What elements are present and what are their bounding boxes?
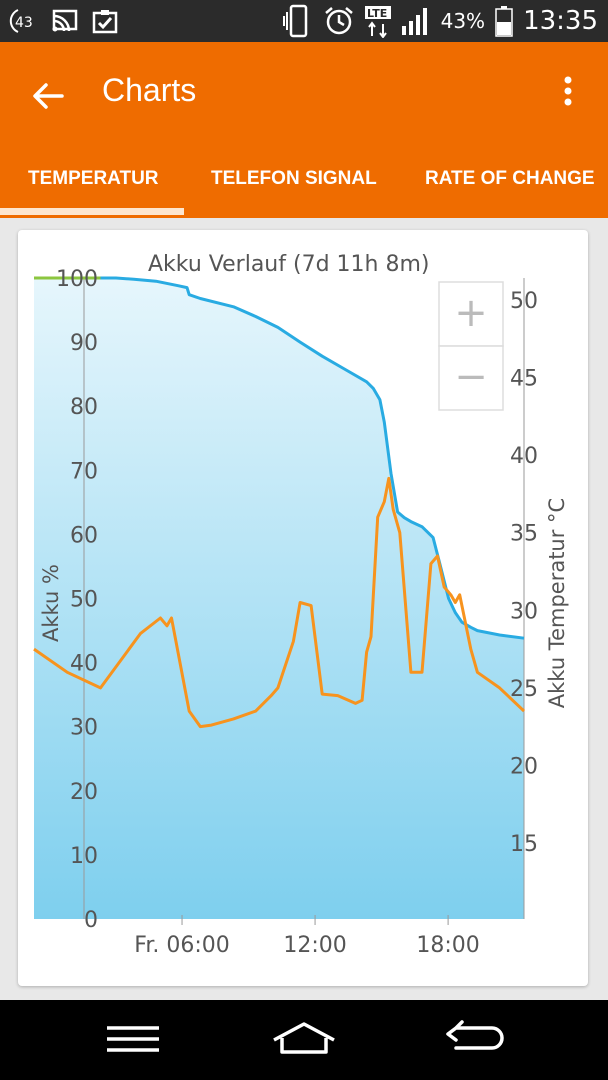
y2-tick-label: 50	[510, 289, 538, 314]
y-tick-label: 90	[70, 331, 98, 356]
more-vert-icon	[564, 76, 572, 106]
navigation-bar	[0, 1000, 608, 1080]
y-tick-label: 60	[70, 523, 98, 548]
tab-indicator	[0, 208, 184, 215]
back-nav-button[interactable]	[442, 1018, 508, 1062]
y-tick-label: 100	[56, 267, 98, 292]
cast-icon	[52, 8, 78, 34]
temperature-line	[33, 476, 526, 729]
y-tick-label: 80	[70, 395, 98, 420]
y-tick-label: 0	[84, 908, 98, 933]
y2-tick-label: 30	[510, 599, 538, 624]
notification-count-icon: 43	[8, 6, 38, 36]
home-button[interactable]	[270, 1018, 338, 1062]
notification-count: 43	[15, 15, 33, 31]
y-tick-label: 30	[70, 716, 98, 741]
x-tick-label: Fr. 06:00	[134, 933, 229, 958]
back-arrow-icon	[446, 1020, 504, 1050]
clock: 13:35	[523, 6, 598, 36]
lte-icon: LTE	[364, 4, 391, 38]
y2-tick-label: 45	[510, 367, 538, 392]
menu-button[interactable]	[104, 1018, 162, 1062]
y-tick-label: 10	[70, 844, 98, 869]
chart-card: 0 10 20 30 40 50 60 70 80 90 100 15 20 25 30 35 40 45 50 Fr…	[18, 230, 588, 986]
x-tick-label: 18:00	[416, 933, 479, 958]
zoom-out-label: −	[454, 354, 488, 400]
tab-bar: TEMPERATUR TELEFON SIGNAL RATE OF CHANGE	[0, 154, 608, 218]
battery-level-line	[34, 276, 525, 640]
clipboard-check-icon	[92, 8, 118, 34]
back-button[interactable]	[28, 76, 68, 116]
y2-tick-label: 40	[510, 444, 538, 469]
zoom-in-button[interactable]: +	[438, 281, 504, 347]
x-tick-label: 12:00	[283, 933, 346, 958]
zoom-controls: + −	[438, 281, 504, 411]
y2-axis-label: Akku Temperatur °C	[545, 498, 569, 708]
signal-icon	[401, 6, 431, 36]
battery-icon	[495, 5, 513, 37]
battery-percent: 43%	[440, 9, 486, 33]
y2-tick-label: 20	[510, 754, 538, 779]
chart-title: Akku Verlauf (7d 11h 8m)	[148, 252, 429, 277]
zoom-in-label: +	[454, 290, 488, 336]
status-bar: 43	[0, 0, 608, 42]
home-icon	[273, 1022, 335, 1054]
alarm-icon	[323, 5, 355, 37]
page-title: Charts	[102, 72, 197, 108]
y2-tick-label: 35	[510, 522, 538, 547]
battery-chart[interactable]: 0 10 20 30 40 50 60 70 80 90 100 15 20 25 30 35 40 45 50 Fr…	[18, 230, 588, 986]
network-type: LTE	[367, 7, 387, 20]
y-tick-label: 70	[70, 459, 98, 484]
hamburger-menu-icon	[107, 1026, 159, 1052]
app-bar: Charts TEMPERATUR TELEFON SIGNAL RATE OF…	[0, 42, 608, 218]
tab-temperatur[interactable]: TEMPERATUR	[28, 168, 159, 189]
y-axis-label: Akku %	[39, 564, 63, 642]
battery-area-fill	[34, 278, 524, 919]
overflow-menu-button[interactable]	[556, 72, 580, 112]
y2-tick-label: 15	[510, 832, 538, 857]
zoom-out-button[interactable]: −	[438, 345, 504, 411]
y-tick-label: 50	[70, 588, 98, 613]
tab-telefon-signal[interactable]: TELEFON SIGNAL	[211, 168, 377, 189]
arrow-back-icon	[33, 83, 64, 109]
y2-tick-label: 25	[510, 677, 538, 702]
y-tick-label: 40	[70, 652, 98, 677]
vibrate-icon	[282, 4, 313, 38]
tab-rate-of-change[interactable]: RATE OF CHANGE	[425, 168, 595, 189]
y-tick-label: 20	[70, 780, 98, 805]
